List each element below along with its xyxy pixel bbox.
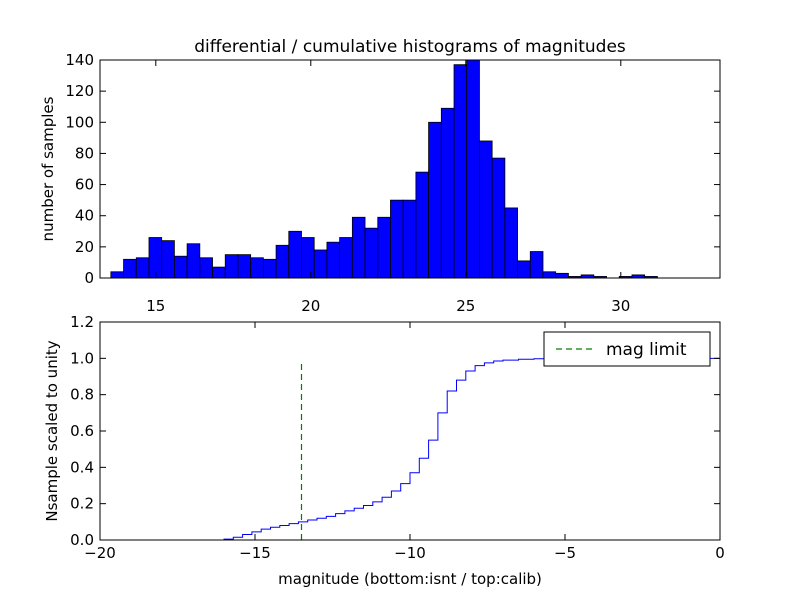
bottom-y-tick-label: 0.8 xyxy=(70,386,94,404)
top-y-tick-label: 0 xyxy=(84,269,94,287)
histogram-bar xyxy=(339,237,353,279)
top-y-tick-label: 60 xyxy=(75,176,94,194)
top-chart-title: differential / cumulative histograms of … xyxy=(194,37,626,57)
bottom-x-axis-label: magnitude (bottom:isnt / top:calib) xyxy=(278,570,542,588)
top-axis-ticks: 0 20 40 60 80 100 120 140 15 20 25 30 xyxy=(65,51,720,315)
legend-entry-mag-limit: mag limit xyxy=(606,340,687,360)
histogram-bar xyxy=(351,216,366,279)
histogram-bar xyxy=(173,255,188,279)
top-x-tick-label: 15 xyxy=(146,297,165,315)
histogram-bar xyxy=(466,59,480,279)
bottom-x-tick-label: −5 xyxy=(554,544,576,562)
histogram-bar xyxy=(415,171,430,279)
histogram-bar xyxy=(390,199,404,279)
bottom-y-tick-label: 0.2 xyxy=(70,495,94,513)
bottom-x-tick-label: −15 xyxy=(239,544,271,562)
histogram-bar xyxy=(288,230,302,279)
bottom-x-tick-label: −20 xyxy=(84,544,116,562)
bottom-y-axis-label: Nsample scaled to unity xyxy=(43,340,61,521)
top-x-tick-label: 30 xyxy=(611,297,630,315)
histogram-bar xyxy=(262,258,277,279)
legend: mag limit xyxy=(543,331,711,367)
histogram-bar xyxy=(135,257,150,279)
top-y-tick-label: 140 xyxy=(65,51,94,69)
histogram-bar xyxy=(364,227,379,279)
top-x-tick-label: 25 xyxy=(456,297,475,315)
histogram-bar xyxy=(428,121,442,279)
bottom-x-tick-label: −10 xyxy=(394,544,426,562)
top-y-tick-label: 100 xyxy=(65,113,94,131)
histogram-bar xyxy=(453,64,468,279)
top-y-axis-label: number of samples xyxy=(39,96,57,241)
histogram-bar xyxy=(199,257,213,279)
cumulative-step-line xyxy=(100,357,721,541)
top-y-tick-label: 80 xyxy=(75,144,94,162)
histogram-bar xyxy=(529,251,544,279)
top-y-tick-label: 20 xyxy=(75,238,94,256)
top-axes-frame xyxy=(99,59,721,279)
histogram-bar xyxy=(123,258,137,279)
histogram-bar xyxy=(224,254,239,279)
histogram-bar xyxy=(377,216,391,279)
histogram-bar xyxy=(491,157,506,279)
bottom-x-tick-label: 0 xyxy=(715,544,725,562)
histogram-bar xyxy=(440,107,455,279)
histogram-bar xyxy=(161,240,175,279)
histogram-bar xyxy=(275,244,290,279)
histogram-bar xyxy=(301,237,315,279)
bottom-line-series xyxy=(100,357,721,541)
histogram-bar xyxy=(212,266,226,279)
top-y-tick-label: 120 xyxy=(65,82,94,100)
bottom-y-tick-label: 1.2 xyxy=(70,313,94,331)
bottom-y-tick-label: 0.0 xyxy=(70,531,94,549)
histogram-bar xyxy=(402,199,417,279)
bottom-axis-ticks: 0.0 0.2 0.4 0.6 0.8 1.0 1.2 −20 −15 −10 −5 0 xyxy=(70,313,725,562)
histogram-bar xyxy=(250,257,264,279)
histogram-bar xyxy=(326,241,341,279)
histogram-bar xyxy=(110,271,124,279)
histogram-bar xyxy=(313,249,328,279)
histogram-bar xyxy=(237,254,252,279)
histogram-bar xyxy=(479,140,493,279)
bottom-y-tick-label: 0.6 xyxy=(70,422,94,440)
top-y-tick-label: 40 xyxy=(75,207,94,225)
histogram-bar xyxy=(555,272,569,279)
histogram-bar xyxy=(504,207,518,279)
bottom-y-tick-label: 1.0 xyxy=(70,349,94,367)
histogram-bar xyxy=(186,243,201,279)
top-histogram-bars xyxy=(110,59,658,279)
bottom-y-tick-label: 0.4 xyxy=(70,458,94,476)
histogram-bar xyxy=(542,271,557,279)
top-x-tick-label: 20 xyxy=(301,297,320,315)
histogram-bar xyxy=(148,237,163,279)
histogram-bar xyxy=(517,260,531,279)
